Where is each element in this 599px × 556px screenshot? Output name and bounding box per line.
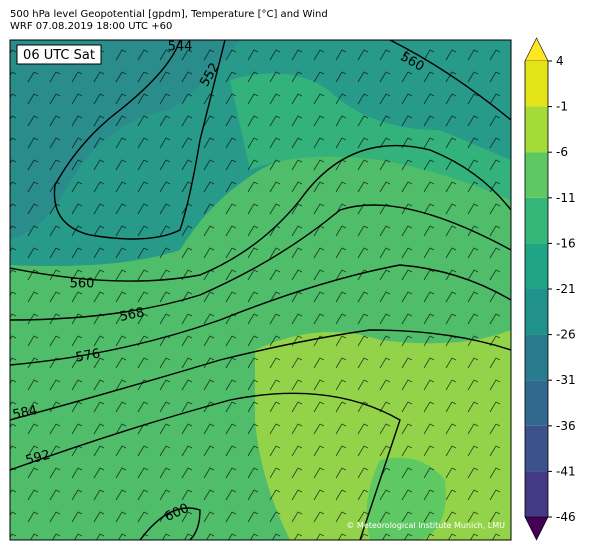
contour-label: 560 bbox=[70, 277, 95, 292]
colorbar-extension bbox=[524, 37, 549, 62]
time-label: 06 UTC Sat bbox=[23, 48, 95, 63]
colorbar-band bbox=[525, 106, 548, 153]
colorbar-tick-label: 4 bbox=[556, 54, 564, 68]
colorbar-band bbox=[525, 197, 548, 244]
contour-label: 592 bbox=[24, 448, 52, 469]
title: 500 hPa level Geopotential [gpdm], Tempe… bbox=[10, 9, 328, 20]
colorbar: 4 -1 -6 -11 -16 -21 -26 -31 -36 -41 -46 bbox=[524, 37, 576, 541]
colorbar-band bbox=[525, 61, 548, 107]
map-frame bbox=[9, 39, 512, 541]
colorbar-band bbox=[525, 289, 548, 335]
contour-label: 568 bbox=[118, 305, 145, 325]
contour bbox=[53, 40, 226, 240]
colorbar-tick-label: -21 bbox=[556, 282, 576, 296]
subtitle: WRF 07.08.2019 18:00 UTC +60 bbox=[10, 21, 172, 32]
contour bbox=[10, 329, 511, 421]
contour-label: 576 bbox=[74, 346, 101, 365]
colorbar-extension bbox=[524, 516, 549, 541]
colorbar-tick-label: -26 bbox=[556, 328, 576, 342]
contour-label: 544 bbox=[168, 40, 193, 55]
contour bbox=[389, 40, 511, 121]
credit: © Meteorological Institute Munich, LMU bbox=[346, 521, 505, 530]
wind-barbs bbox=[10, 40, 511, 540]
colorbar-tick-label: -11 bbox=[556, 191, 576, 205]
colorbar-band bbox=[525, 425, 548, 472]
contour bbox=[139, 507, 201, 540]
map: 544 552 560 560 568 576 584 592 600 © Me… bbox=[10, 40, 511, 540]
contour bbox=[10, 144, 511, 282]
colorbar-tick-label: -41 bbox=[556, 464, 576, 478]
colorbar-tick-label: -46 bbox=[556, 510, 576, 524]
colorbar-tick-label: -6 bbox=[556, 145, 568, 159]
colorbar-tick-label: -16 bbox=[556, 236, 576, 250]
time-box bbox=[16, 44, 102, 65]
colorbar-band bbox=[525, 471, 548, 517]
contour bbox=[10, 264, 511, 366]
colorbar-band bbox=[525, 152, 548, 198]
colorbar-tick-label: -1 bbox=[556, 100, 568, 114]
contour bbox=[10, 392, 401, 540]
colorbar-tick-label: -31 bbox=[556, 373, 576, 387]
contour bbox=[10, 204, 511, 321]
colorbar-band bbox=[525, 334, 548, 381]
colorbar-tick-label: -36 bbox=[556, 419, 576, 433]
contour-label: 584 bbox=[11, 403, 38, 423]
colorbar-band bbox=[525, 380, 548, 426]
colorbar-band bbox=[525, 243, 548, 289]
